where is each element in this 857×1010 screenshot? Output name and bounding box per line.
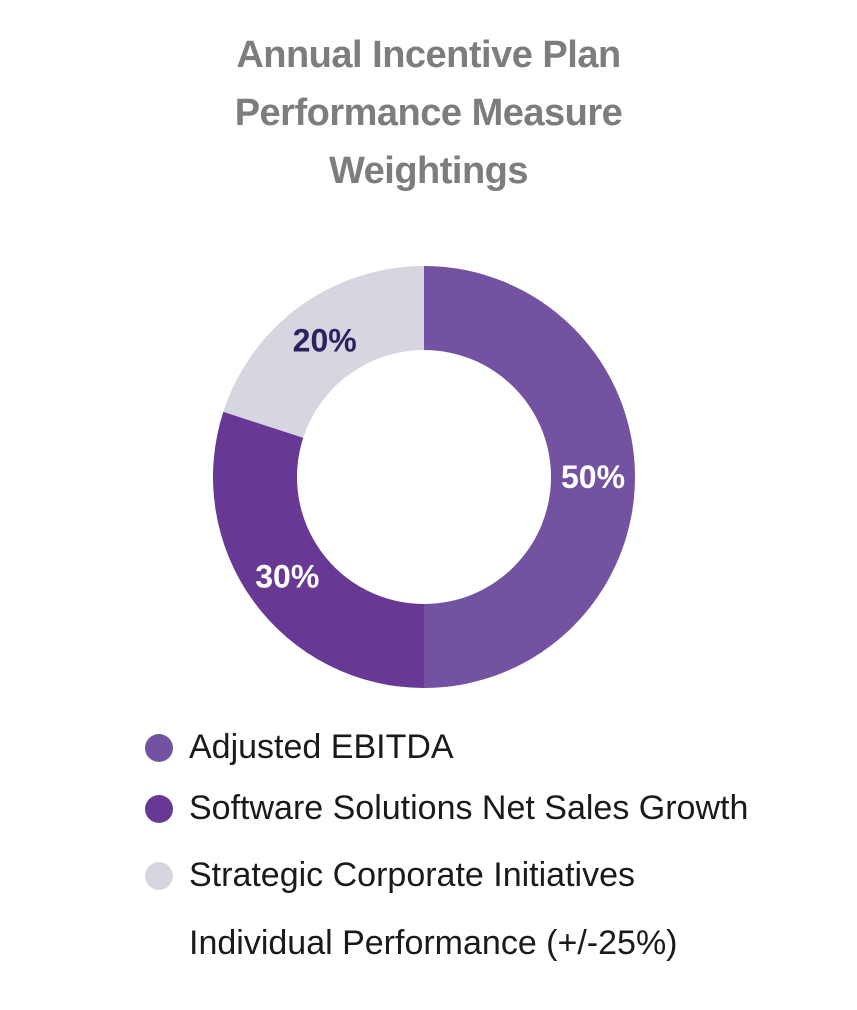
chart-title-line-2: Performance Measure [234,92,623,134]
legend-swatch-strategic-initiatives [145,861,173,890]
legend-label-software-solutions: Software Solutions Net Sales Growth [189,789,749,827]
donut-slice-strategic-initiatives [223,266,424,438]
legend-item-adjusted-ebitda: Adjusted EBITDA [145,728,454,767]
slice-label-adjusted-ebitda: 50% [561,459,625,495]
chart-title: Annual Incentive Plan Performance Measur… [0,26,857,200]
legend-label-individual-performance: Individual Performance (+/-25%) [189,924,678,962]
legend-swatch-software-solutions [145,794,173,823]
legend-item-individual-performance: Individual Performance (+/-25%) [145,924,678,963]
chart-title-line-3: Weightings [328,150,529,192]
chart-title-line-1: Annual Incentive Plan [236,34,621,76]
slice-label-software-solutions: 30% [255,558,319,594]
donut-slice-software-solutions [213,411,424,688]
legend-label-strategic-initiatives: Strategic Corporate Initiatives [189,856,635,894]
slice-label-strategic-initiatives: 20% [293,322,357,358]
legend-label-adjusted-ebitda: Adjusted EBITDA [189,728,454,766]
donut-slice-adjusted-ebitda [424,266,635,688]
legend-swatch-adjusted-ebitda [145,733,173,762]
legend-item-software-solutions: Software Solutions Net Sales Growth [145,789,748,828]
legend-item-strategic-initiatives: Strategic Corporate Initiatives [145,856,635,895]
